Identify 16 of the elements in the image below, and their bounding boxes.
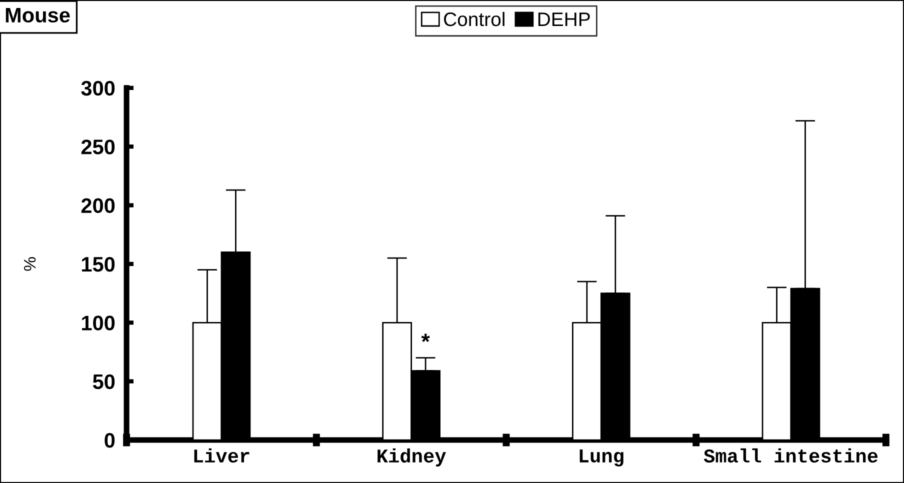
annotation: * [421,334,430,342]
y-tick-label: 300 [81,80,115,96]
x-tick-label: Kidney [378,448,446,466]
legend-label: DEHP [538,12,590,26]
y-tick-label: 50 [92,374,115,390]
chart-title: Mouse [6,8,70,23]
y-tick-label: 200 [81,198,115,214]
legend-label: Control [444,12,504,26]
x-tick-label: Small intestine [704,448,878,463]
y-tick-label: 250 [81,140,115,154]
y-tick-label: 0 [104,433,115,448]
x-tick-label: Liver [194,448,250,463]
y-tick-label: 100 [82,316,115,330]
y-axis-title: % [24,257,36,271]
x-tick-label: Lung [580,450,624,466]
y-tick-label: 150 [82,256,115,272]
